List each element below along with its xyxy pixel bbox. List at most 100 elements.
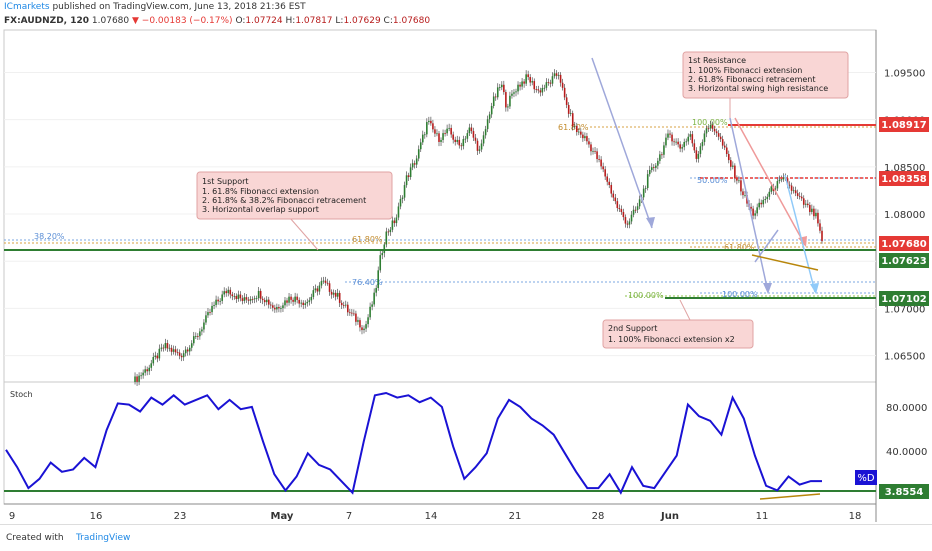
candle-body <box>458 139 461 146</box>
candle <box>201 326 203 336</box>
candle <box>817 209 819 227</box>
candle-body <box>318 285 321 292</box>
candle <box>472 127 475 141</box>
candle-body <box>648 169 651 175</box>
stoch-pane[interactable] <box>3 381 877 505</box>
tradingview-logo-text[interactable]: TradingView <box>76 533 131 543</box>
candle <box>638 195 641 210</box>
candle <box>205 311 207 325</box>
candle-body <box>796 193 799 196</box>
candle <box>267 296 270 309</box>
candle <box>389 227 392 236</box>
candle <box>740 177 742 196</box>
chart-canvas[interactable]: 1.095001.090001.085001.080001.075001.070… <box>0 0 932 524</box>
candle <box>448 123 450 132</box>
candle <box>270 301 272 309</box>
candle <box>543 84 546 92</box>
candle-body <box>671 134 673 142</box>
stoch-legend-bg <box>855 470 877 485</box>
candle-body <box>614 197 617 202</box>
candle-body <box>756 207 758 214</box>
candle-body <box>417 149 420 159</box>
candle-body <box>225 291 228 294</box>
callout-support-1[interactable]: 1st Support 1. 61.8% Fibonacci extension… <box>196 171 393 251</box>
candle <box>565 93 568 109</box>
candle-body <box>709 125 712 129</box>
candle <box>665 133 667 148</box>
candle-body <box>539 90 542 93</box>
candle-body <box>642 188 645 198</box>
candle-body <box>349 312 351 314</box>
candle <box>430 116 432 126</box>
candle-body <box>186 349 189 352</box>
candle <box>559 72 562 87</box>
candle <box>752 205 754 220</box>
publisher-name[interactable]: ICmarkets <box>4 2 50 12</box>
price-tag-2[interactable]: 1.08358 <box>879 171 929 186</box>
candle-body <box>754 213 756 216</box>
price-tag-5[interactable]: 1.07102 <box>879 291 929 306</box>
candle-body <box>509 95 511 107</box>
candle <box>503 80 505 95</box>
candle-body <box>134 376 136 382</box>
candle-body <box>434 129 436 134</box>
candle-body <box>466 133 469 139</box>
candle <box>468 123 471 136</box>
candle <box>213 301 215 310</box>
time-tick-label: 18 <box>849 511 862 522</box>
price-tick-label: 1.08500 <box>884 163 925 174</box>
stoch-level-tag[interactable]: 3.8554 <box>879 484 929 499</box>
candle <box>470 123 473 134</box>
candle <box>792 186 795 194</box>
callout-resistance[interactable]: 1st Resistance 1. 100% Fibonacci extensi… <box>682 51 849 118</box>
candle <box>424 131 426 139</box>
candle-body <box>180 355 183 358</box>
candle-body <box>253 298 256 300</box>
symbol-label[interactable]: FX:AUDNZD, 120 <box>4 16 90 26</box>
price-tag-3[interactable]: 1.07680 <box>879 236 929 251</box>
price-tag-4[interactable]: 1.07623 <box>879 253 929 268</box>
candle <box>567 102 570 118</box>
candlestick-series[interactable] <box>134 69 823 387</box>
candle-body <box>770 186 773 192</box>
candle <box>474 134 477 144</box>
candle-body <box>553 73 556 77</box>
candle <box>170 344 173 356</box>
price-tag-1-text: 1.08917 <box>881 120 927 131</box>
candle <box>480 139 483 153</box>
candle-body <box>762 200 765 205</box>
candle <box>334 289 337 301</box>
candle <box>290 293 292 304</box>
candle <box>549 79 552 88</box>
candle <box>438 130 440 147</box>
candle <box>580 128 582 138</box>
candle <box>736 175 738 185</box>
candle-body <box>606 176 608 182</box>
candle <box>413 160 416 169</box>
candle <box>527 70 529 81</box>
candle <box>790 182 793 195</box>
candle <box>584 132 586 141</box>
published-text: published on TradingView.com, June 13, 2… <box>52 2 306 12</box>
candle-body <box>192 336 195 344</box>
candle <box>359 317 361 332</box>
candle <box>377 266 380 291</box>
candle <box>535 85 538 93</box>
candle <box>188 345 191 356</box>
candle-body <box>484 129 487 136</box>
candle <box>794 186 797 197</box>
stoch-line[interactable] <box>5 391 822 495</box>
candle <box>298 297 300 308</box>
candle <box>310 293 313 304</box>
candle-body <box>727 154 730 161</box>
candle-body <box>243 297 246 301</box>
candle-body <box>478 149 481 151</box>
candle-body <box>452 134 454 140</box>
candle-body <box>199 331 201 337</box>
stoch-legend-tag[interactable]: %D <box>855 470 877 485</box>
callout-support-2[interactable]: 2nd Support 1. 100% Fibonacci extension … <box>602 299 754 349</box>
candle-body <box>632 209 635 215</box>
candle-body <box>391 220 394 230</box>
price-tag-1[interactable]: 1.08917 <box>879 117 929 132</box>
candle <box>537 85 540 94</box>
